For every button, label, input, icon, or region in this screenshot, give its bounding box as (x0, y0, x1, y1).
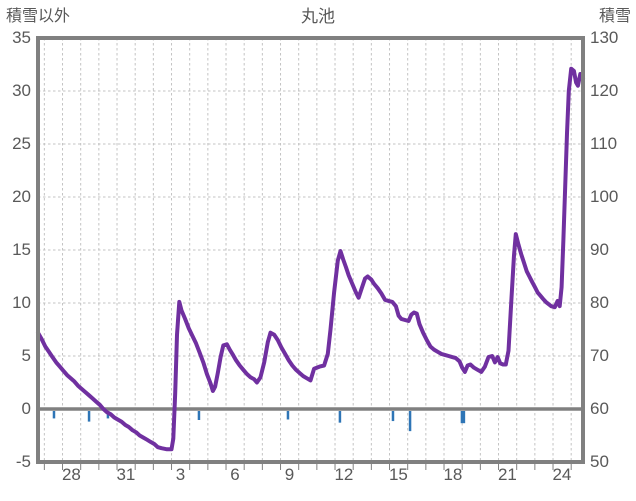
left-axis-tick-label: 5 (21, 346, 31, 365)
right-axis-tick-label: 110 (590, 134, 618, 153)
x-axis-tick-label: 15 (388, 465, 408, 484)
right-axis-tick-label: 100 (590, 187, 619, 206)
right-axis-tick-label: 120 (590, 81, 619, 100)
vertical-gridlines (43, 38, 572, 462)
left-axis-tick-label: 10 (12, 293, 31, 312)
x-axis-tick-label: 31 (116, 465, 136, 484)
right-axis-tick-label: 130 (590, 28, 619, 47)
left-axis-tick-label: 30 (12, 81, 31, 100)
data-line (36, 66, 585, 452)
x-axis-tick-label: 12 (334, 465, 354, 484)
right-axis-tick-label: 80 (590, 293, 609, 312)
left-axis-tick-label: 35 (12, 28, 31, 47)
event-ticks (52, 411, 466, 432)
x-axis-tick-label: 9 (284, 465, 295, 484)
x-axis-tick-label: 24 (552, 465, 572, 484)
right-axis-tick-label: 50 (590, 452, 609, 471)
plot-frame (36, 36, 585, 464)
x-axis-tick-label: 3 (175, 465, 186, 484)
left-axis-title: 積雪以外 (6, 8, 71, 25)
right-axis-tick-label: 70 (590, 346, 609, 365)
right-axis-tick-label: 60 (590, 399, 609, 418)
horizontal-gridlines (38, 90, 583, 357)
left-axis-tick-label: 15 (12, 240, 31, 259)
left-axis-tick-label: -5 (15, 452, 31, 471)
right-axis-title: 積雪 (598, 8, 631, 25)
x-axis-tick-marks (43, 464, 572, 470)
chart-title: 丸池 (301, 7, 335, 26)
x-axis-tick-label: 28 (61, 465, 81, 484)
left-axis-tick-label: 25 (12, 134, 31, 153)
left-axis-tick-label: 0 (21, 399, 31, 418)
x-axis-tick-label: 18 (443, 465, 463, 484)
x-axis-tick-label: 21 (497, 465, 517, 484)
right-axis-tick-label: 90 (590, 240, 609, 259)
x-axis-tick-label: 6 (230, 465, 240, 484)
left-axis-tick-label: 20 (12, 187, 31, 206)
